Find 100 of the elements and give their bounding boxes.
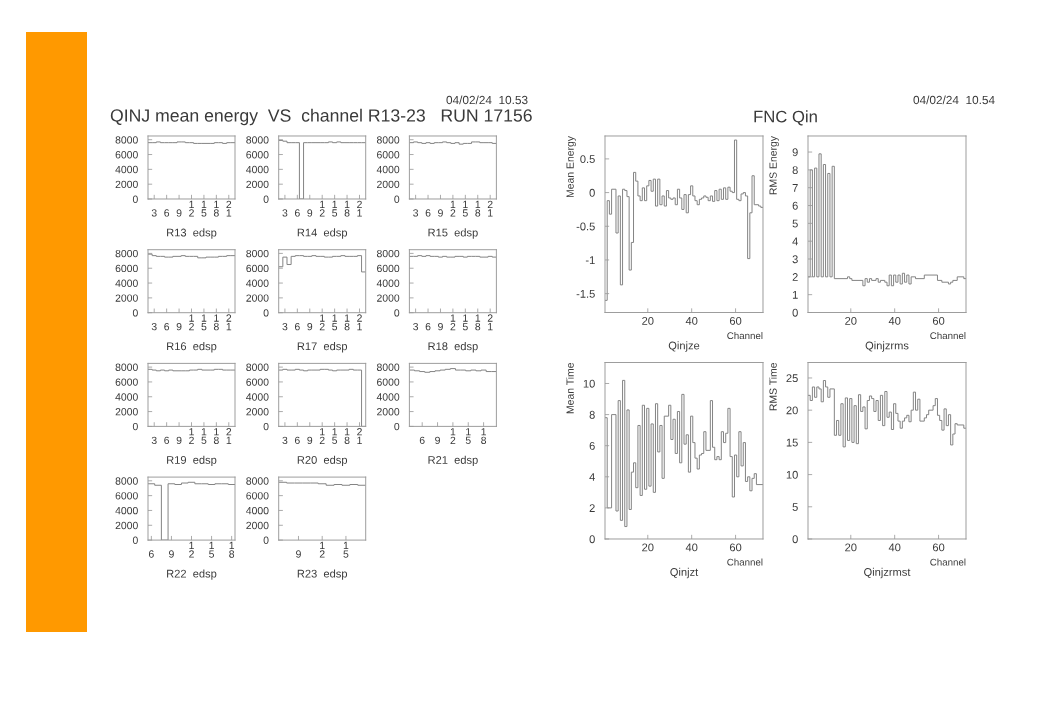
y-tick-label: 2000 (115, 408, 138, 416)
x-tick-label: 1 8 (213, 428, 219, 445)
x-tick-label: 1 2 (189, 314, 194, 331)
x-tick-label: 2 1 (357, 428, 362, 444)
y-tick-label: 6000 (377, 378, 400, 386)
y-tick-label: 6000 (115, 151, 138, 159)
y-tick-label: 0 (792, 535, 798, 544)
y-tick-label: 4000 (115, 279, 138, 287)
x-tick-label: 1 8 (481, 428, 487, 445)
x-tick-label: 60 (729, 543, 742, 552)
x-tick-label: 3 (151, 322, 157, 331)
y-tick-label: 10 (786, 470, 798, 479)
y-tick-label: -1 (585, 256, 595, 264)
x-axis-title: Channel (930, 558, 966, 566)
text: 04/02/24 10.53 (446, 95, 528, 105)
x-tick-label: 3 (413, 209, 419, 217)
x-tick-label: 60 (932, 316, 945, 325)
y-tick-label: 6000 (246, 378, 269, 386)
y-tick-label: 2000 (246, 294, 269, 302)
x-tick-label: 6 (294, 436, 300, 445)
x-tick-label: 1 5 (462, 200, 468, 217)
y-tick-label: 8000 (115, 249, 138, 258)
y-tick-label: 0.5 (580, 155, 595, 164)
y-tick-label: 2000 (246, 521, 269, 530)
y-tick-label: 2000 (115, 521, 138, 530)
x-tick-label: 6 (294, 322, 300, 331)
y-tick-label: 6000 (115, 378, 138, 386)
y-tick-label: 20 (786, 406, 798, 415)
x-tick-label: 20 (642, 543, 654, 552)
y-tick-label: 0 (394, 309, 400, 317)
text: 04/02/24 10.54 (913, 95, 995, 105)
x-tick-label: 1 2 (319, 200, 325, 217)
x-tick-label: 40 (685, 316, 698, 325)
y-tick-label: 0 (132, 309, 138, 317)
x-tick-label: 1 5 (465, 428, 471, 445)
x-tick-label: 6 (164, 436, 170, 445)
x-tick-label: 9 (438, 322, 443, 331)
y-tick-label: 4000 (376, 165, 400, 174)
x-tick-label: 1 2 (450, 200, 456, 217)
x-axis-title: R19 edsp (167, 455, 217, 467)
x-tick-label: 9 (176, 436, 182, 445)
x-tick-label: 1 5 (201, 428, 207, 445)
x-tick-label: 9 (176, 322, 182, 331)
x-tick-label: 9 (169, 550, 174, 558)
x-tick-label: 9 (307, 209, 313, 217)
y-tick-label: 6000 (377, 151, 400, 159)
y-axis-title: Mean Energy (566, 136, 576, 198)
y-tick-label: 9 (792, 148, 798, 157)
x-tick-label: 6 (419, 436, 425, 445)
y-tick-label: 8000 (246, 249, 269, 258)
x-axis-title: Channel (727, 331, 763, 340)
x-tick-label: 1 5 (209, 541, 215, 558)
text: Qinjze (668, 341, 700, 352)
y-tick-label: 0 (263, 536, 269, 544)
x-axis-title: R21 edsp (428, 455, 478, 467)
x-tick-label: 3 (151, 209, 157, 217)
y-tick-label: 8000 (376, 363, 400, 371)
x-tick-label: 20 (642, 316, 654, 325)
y-tick-label: 8000 (115, 136, 138, 144)
text: QINJ mean energy VS channel R13-23 RUN 17156 (110, 108, 532, 126)
x-tick-label: 1 5 (332, 428, 338, 445)
y-tick-label: 25 (786, 374, 798, 383)
x-tick-label: 2 1 (226, 200, 232, 217)
y-tick-label: -1.5 (576, 290, 595, 298)
x-tick-label: 1 8 (475, 200, 481, 217)
y-tick-label: 6000 (377, 264, 400, 273)
text: Qinjzrms (865, 341, 909, 352)
y-tick-label: 0 (589, 535, 595, 544)
x-tick-label: 1 2 (450, 314, 456, 331)
x-tick-label: 3 (282, 436, 288, 445)
text: Qinjzrmst (864, 567, 911, 579)
x-tick-label: 1 8 (213, 314, 219, 331)
x-tick-label: 6 (425, 209, 431, 217)
x-tick-label: 6 (164, 209, 170, 217)
y-tick-label: 8000 (246, 363, 269, 371)
x-tick-label: 9 (176, 209, 182, 217)
x-tick-label: 2 1 (226, 314, 232, 331)
y-tick-label: 4000 (115, 393, 138, 401)
x-tick-label: 6 (148, 550, 154, 558)
y-tick-label: 2 (589, 504, 595, 512)
y-tick-label: 4000 (115, 506, 138, 515)
x-tick-label: 40 (888, 316, 901, 325)
y-tick-label: 0 (263, 309, 269, 317)
x-tick-label: 1 5 (201, 314, 207, 331)
x-tick-label: 1 5 (343, 541, 349, 558)
x-tick-label: 1 8 (475, 314, 481, 331)
x-axis-title: R20 edsp (297, 455, 348, 467)
y-tick-label: 5 (792, 219, 798, 228)
y-tick-label: 4000 (246, 393, 269, 401)
y-tick-label: 8 (589, 410, 595, 419)
x-tick-label: 2 1 (487, 314, 493, 331)
x-tick-label: 40 (888, 543, 901, 552)
y-tick-label: 8000 (376, 249, 400, 258)
x-tick-label: 1 2 (189, 541, 194, 558)
x-tick-label: 2 1 (226, 428, 232, 444)
y-tick-label: 2000 (377, 408, 400, 416)
x-tick-label: 9 (438, 209, 443, 217)
y-tick-label: 4000 (115, 165, 138, 174)
y-tick-label: 4000 (246, 279, 269, 287)
y-tick-label: 0 (394, 195, 400, 203)
